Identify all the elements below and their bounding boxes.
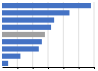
tick: [17, 67, 18, 69]
axis-domain: [3, 67, 95, 68]
plot: [2, 2, 95, 69]
bar: [2, 39, 42, 44]
bar: [2, 25, 51, 30]
bar: [2, 10, 69, 15]
bar: [2, 32, 45, 37]
tick-mark: [48, 67, 49, 69]
grid-line: [94, 2, 95, 67]
tick-mark: [63, 67, 64, 69]
x-axis: [3, 67, 95, 69]
bar: [2, 54, 20, 59]
tick-mark: [33, 67, 34, 69]
tick: [48, 67, 49, 69]
tick: [63, 67, 64, 69]
tick-mark: [94, 67, 95, 69]
bar: [2, 17, 54, 22]
bar: [2, 3, 91, 8]
tick-mark: [17, 67, 18, 69]
bar: [2, 46, 39, 51]
bars: [2, 3, 91, 66]
grid-line: [78, 2, 79, 67]
tick-mark: [79, 67, 80, 69]
tick: [94, 67, 95, 69]
tick: [79, 67, 80, 69]
chart: [0, 0, 98, 71]
bar: [2, 61, 8, 66]
tick: [33, 67, 34, 69]
